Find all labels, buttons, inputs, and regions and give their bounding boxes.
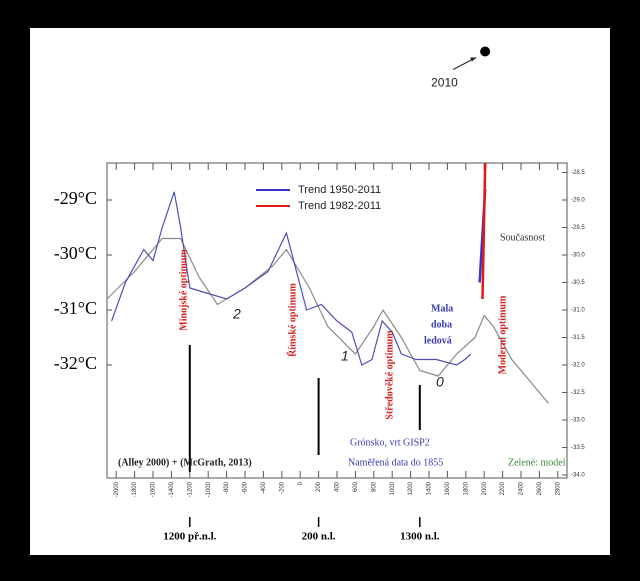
- y2-tick-label: -29.0: [571, 198, 585, 204]
- note: doba: [431, 319, 452, 330]
- y2-tick-label: -34.0: [571, 473, 585, 479]
- x-tick-label: 1800: [463, 481, 469, 495]
- x-tick-label: 0: [298, 481, 304, 485]
- trend-line: [481, 163, 487, 300]
- x-tick-label: 2800: [555, 481, 561, 495]
- legend-label: Trend 1950-2011: [298, 184, 381, 196]
- note: Mala: [431, 303, 453, 314]
- y2-tick-label: -33.0: [571, 418, 585, 424]
- y2-tick-label: -30.5: [571, 280, 585, 286]
- y-tick-label: -29°C: [54, 188, 97, 208]
- x-tick-label: 200: [316, 481, 322, 492]
- point-2010: [480, 46, 491, 57]
- x-tick-label: -1800: [132, 481, 138, 497]
- y-tick-label: -32°C: [54, 353, 97, 373]
- model-line: [106, 237, 550, 404]
- y2-tick-label: -29.5: [571, 225, 585, 231]
- note: Naměřená data do 1855: [348, 457, 443, 468]
- x-tick-label: 2200: [500, 481, 506, 495]
- x-tick-label: -200: [279, 481, 285, 494]
- y2-tick-label: -30.0: [571, 253, 585, 259]
- period-number: 1: [341, 348, 349, 364]
- note: ledová: [424, 335, 452, 346]
- y2-tick-label: -31.5: [571, 335, 585, 341]
- marker-label: 1300 n.l.: [400, 531, 440, 543]
- optimum-label: Moderní optimum: [497, 295, 508, 374]
- x-tick-label: 1000: [390, 481, 396, 495]
- point-label: 2010: [431, 76, 458, 90]
- note: Současnost: [500, 232, 545, 243]
- y2-tick-label: -32.5: [571, 390, 585, 396]
- x-tick-label: -1600: [151, 481, 157, 497]
- x-tick-label: 1200: [408, 481, 414, 495]
- x-tick-label: -800: [224, 481, 230, 494]
- note: (Alley 2000) + (McGrath, 2013): [118, 457, 252, 468]
- y2-tick-label: -32.0: [571, 363, 585, 369]
- y2-tick-label: -28.5: [571, 170, 585, 176]
- note: Grónsko, vrt GISP2: [350, 437, 430, 448]
- x-tick-label: 400: [335, 481, 341, 492]
- x-tick-label: 2600: [537, 481, 543, 495]
- arrow-head: [470, 57, 477, 62]
- x-tick-label: 2400: [519, 481, 525, 495]
- marker-label: 1200 př.n.l.: [163, 531, 216, 543]
- x-tick-label: -400: [261, 481, 267, 494]
- x-tick-label: -2000: [114, 481, 120, 497]
- y2-tick-label: -33.5: [571, 445, 585, 451]
- y2-tick-label: -31.0: [571, 308, 585, 314]
- y-tick-label: -30°C: [54, 243, 97, 263]
- optimum-label: Středověké optimum: [384, 330, 395, 420]
- x-tick-label: -600: [243, 481, 249, 494]
- x-tick-label: 1400: [427, 481, 433, 495]
- optimum-label: Minojské optimum: [178, 249, 189, 331]
- x-tick-label: 800: [371, 481, 377, 492]
- x-tick-label: 600: [353, 481, 359, 492]
- note: Zelené: model: [508, 457, 566, 468]
- x-tick-label: 1600: [445, 481, 451, 495]
- period-number: 2: [232, 306, 241, 322]
- x-tick-label: -1200: [187, 481, 193, 497]
- x-tick-label: -1000: [206, 481, 212, 497]
- x-tick-label: 2000: [482, 481, 488, 495]
- x-tick-label: -1400: [169, 481, 175, 497]
- y-tick-label: -31°C: [54, 298, 97, 318]
- legend-label: Trend 1982-2011: [298, 200, 381, 212]
- marker-label: 200 n.l.: [302, 531, 336, 543]
- proxy-line: [111, 191, 472, 366]
- period-number: 0: [436, 374, 444, 390]
- optimum-label: Římské optimum: [286, 283, 298, 357]
- panel: [30, 28, 610, 555]
